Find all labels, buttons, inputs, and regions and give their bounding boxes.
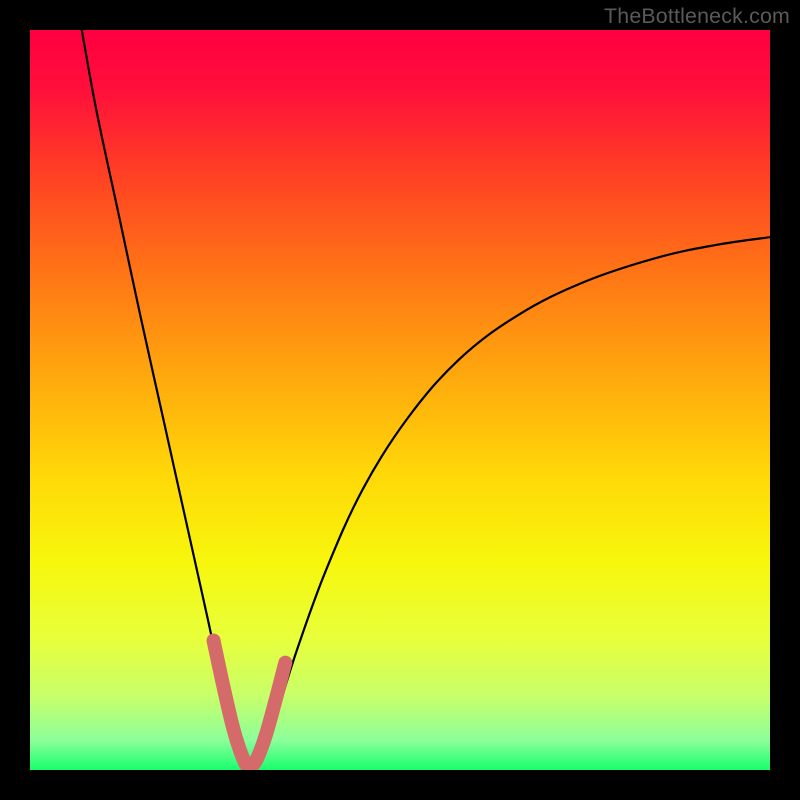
chart-svg (0, 0, 800, 800)
chart-frame: TheBottleneck.com (0, 0, 800, 800)
plot-background (30, 30, 770, 770)
attribution-label: TheBottleneck.com (604, 4, 790, 29)
